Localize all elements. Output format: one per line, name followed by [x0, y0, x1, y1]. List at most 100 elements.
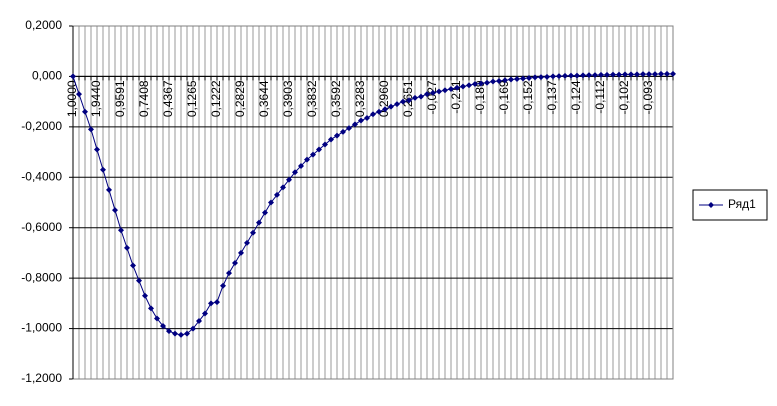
data-point — [226, 270, 232, 277]
data-point — [640, 71, 646, 78]
data-point — [550, 73, 556, 80]
data-point — [490, 78, 496, 85]
data-point — [478, 80, 484, 87]
data-point — [658, 70, 664, 77]
x-tick-label: -0,169 — [497, 80, 511, 114]
data-point — [520, 75, 526, 82]
data-point — [358, 117, 364, 124]
data-point — [442, 87, 448, 94]
data-point — [664, 70, 670, 77]
data-point — [424, 91, 430, 98]
data-point — [418, 93, 424, 100]
data-point — [316, 146, 322, 153]
data-point — [400, 98, 406, 105]
data-point — [304, 156, 310, 163]
data-point — [232, 260, 238, 267]
y-tick-label: -0,4000 — [21, 169, 62, 183]
data-point — [502, 77, 508, 84]
data-point — [154, 315, 160, 322]
data-point — [82, 108, 88, 115]
data-point — [94, 146, 100, 153]
data-point — [328, 136, 334, 143]
data-point — [574, 72, 580, 79]
x-tick-label: 0,3644 — [257, 80, 271, 117]
data-point — [586, 72, 592, 79]
data-point — [352, 121, 358, 128]
data-point — [268, 199, 274, 206]
x-tick-label: -0,152 — [521, 80, 535, 114]
data-point — [448, 86, 454, 93]
data-point — [244, 239, 250, 246]
data-point — [466, 82, 472, 89]
data-point — [172, 330, 178, 337]
x-tick-label: 1,0000 — [65, 80, 79, 117]
data-point — [70, 73, 76, 80]
x-tick-label: 0,3832 — [305, 80, 319, 117]
legend-label: Ряд1 — [728, 197, 756, 211]
data-point — [112, 207, 118, 214]
data-point — [220, 282, 226, 289]
x-tick-label: 0,7408 — [137, 80, 151, 117]
data-point — [100, 166, 106, 173]
data-point — [148, 305, 154, 312]
x-tick-label: -0,102 — [617, 80, 631, 114]
data-point — [202, 310, 208, 317]
data-point — [286, 176, 292, 183]
data-point — [130, 262, 136, 269]
data-point — [166, 328, 172, 335]
data-point — [346, 125, 352, 132]
y-tick-label: -1,0000 — [21, 321, 62, 335]
x-tick-label: -0,112 — [593, 80, 607, 113]
data-point — [184, 330, 190, 337]
data-point — [430, 89, 436, 96]
data-point — [214, 299, 220, 306]
data-point — [544, 73, 550, 80]
data-point — [670, 70, 676, 77]
x-tick-label: -0,211 — [449, 80, 463, 113]
data-point — [256, 219, 262, 226]
y-tick-label: 0,000 — [32, 69, 62, 83]
data-point — [568, 72, 574, 79]
x-tick-label: 0,3283 — [353, 80, 367, 117]
data-point — [610, 71, 616, 78]
data-point — [532, 74, 538, 81]
y-tick-label: -1,2000 — [21, 371, 62, 385]
x-tick-label: -0,124 — [569, 80, 583, 114]
y-tick-label: -0,8000 — [21, 270, 62, 284]
x-tick-label: 0,3903 — [281, 80, 295, 117]
data-point — [292, 169, 298, 176]
data-point — [274, 191, 280, 198]
data-point — [580, 72, 586, 79]
y-tick-label: -0,6000 — [21, 220, 62, 234]
data-point — [646, 71, 652, 78]
data-point — [652, 71, 658, 78]
data-point — [88, 126, 94, 133]
data-point — [340, 128, 346, 135]
data-point — [514, 75, 520, 82]
data-point — [322, 141, 328, 148]
data-point — [598, 71, 604, 78]
x-tick-label: 0,4367 — [161, 80, 175, 117]
x-tick-label: 0,3592 — [329, 80, 343, 117]
x-tick-label: 0,1222 — [209, 80, 223, 117]
data-point — [562, 72, 568, 79]
data-point — [538, 74, 544, 81]
data-point — [382, 106, 388, 113]
data-point — [634, 71, 640, 78]
x-tick-label: -0,027 — [425, 80, 439, 114]
data-point — [484, 79, 490, 86]
data-point — [388, 103, 394, 110]
data-point — [604, 71, 610, 78]
data-point — [118, 227, 124, 234]
data-point — [394, 101, 400, 108]
data-point — [412, 94, 418, 101]
data-point — [262, 209, 268, 216]
x-tick-label: 0,2829 — [233, 80, 247, 117]
data-point — [124, 244, 130, 251]
data-point — [280, 184, 286, 191]
data-point — [436, 88, 442, 95]
data-point — [334, 132, 340, 139]
data-point — [208, 300, 214, 307]
data-point — [406, 97, 412, 104]
